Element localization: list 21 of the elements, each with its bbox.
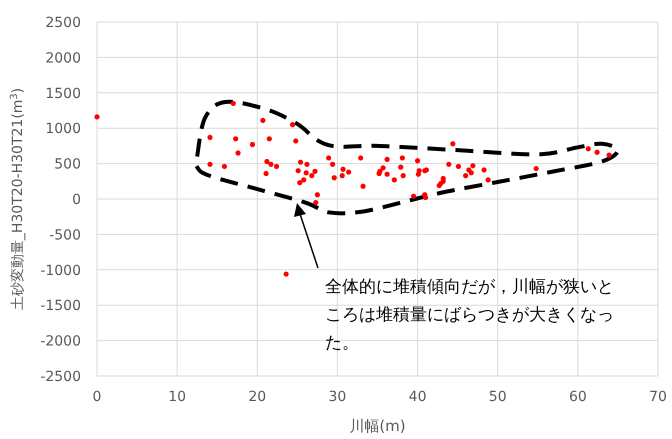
y-tick-label: 2500 bbox=[45, 15, 81, 31]
y-tick-label: 1000 bbox=[45, 121, 81, 138]
x-axis-title: 川幅(m) bbox=[349, 417, 406, 435]
y-tick-label: -500 bbox=[49, 227, 81, 244]
y-tick-label: -2500 bbox=[40, 369, 81, 385]
y-tick-label: -2000 bbox=[40, 334, 81, 350]
y-tick-label: 2000 bbox=[45, 50, 81, 66]
x-tick-label: 30 bbox=[328, 389, 346, 405]
x-tick-label: 60 bbox=[568, 389, 587, 405]
y-tick-label: 500 bbox=[54, 156, 81, 173]
x-tick-label: 50 bbox=[488, 389, 507, 405]
y-tick-label: -1500 bbox=[40, 298, 81, 314]
x-tick-label: 10 bbox=[168, 389, 186, 405]
x-tick-label: 40 bbox=[408, 389, 426, 405]
y-tick-label: 1500 bbox=[45, 86, 81, 102]
y-tick-label: -1000 bbox=[40, 262, 81, 279]
y-tick-label: 0 bbox=[72, 192, 81, 208]
x-tick-label: 0 bbox=[92, 389, 102, 405]
x-tick-label: 70 bbox=[649, 389, 667, 405]
annotation: 全体的に堆積傾向だが，川幅が狭いところは堆積量にばらつきが大きくなった。 bbox=[325, 277, 614, 353]
x-tick-label: 20 bbox=[248, 389, 266, 405]
